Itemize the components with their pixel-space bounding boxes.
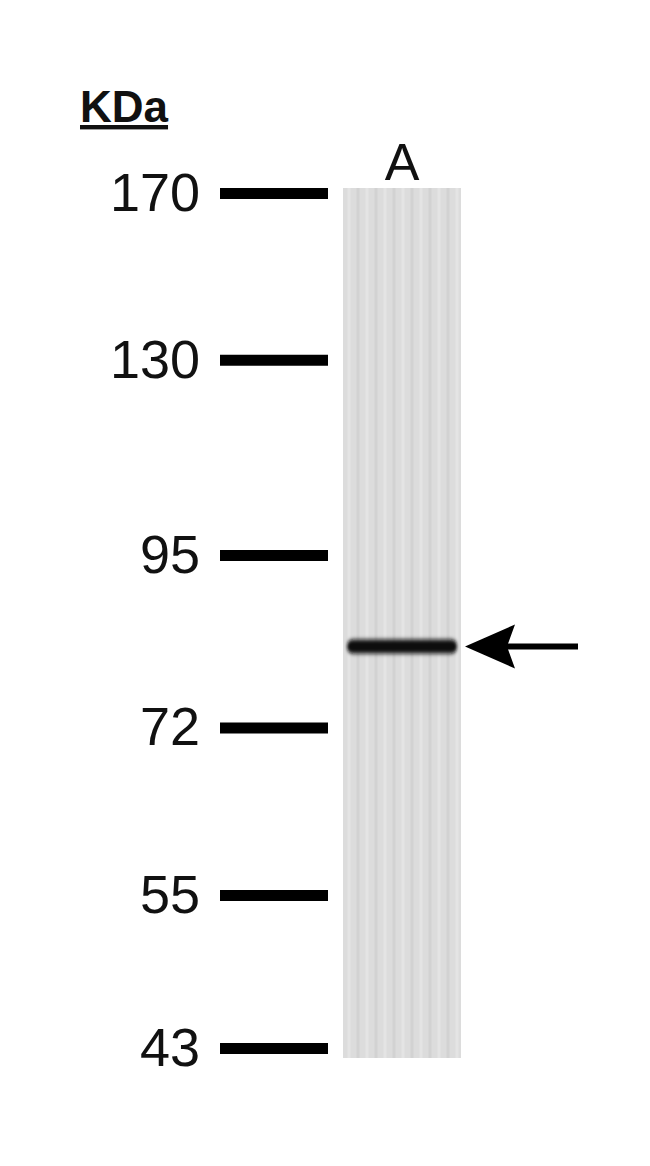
bands: [347, 639, 457, 653]
axis-line: [220, 194, 329, 1049]
tick-mark: [220, 355, 328, 366]
blot-figure: 170 130 95 72 55 43 KDa A: [0, 0, 650, 1166]
arrow: [465, 624, 578, 668]
tick-label: 95: [140, 524, 200, 584]
tick: 43: [140, 1017, 328, 1077]
tick-label: 170: [110, 162, 200, 222]
tick: 130: [110, 329, 328, 389]
tick-mark: [220, 550, 328, 561]
lane-streak: [384, 188, 387, 1058]
lane-streak: [402, 188, 405, 1058]
tick-mark: [220, 722, 328, 733]
tick: 95: [140, 524, 328, 584]
tick-label: 55: [140, 864, 200, 924]
lane-streak: [438, 188, 441, 1058]
lane-streak: [447, 188, 450, 1058]
tick: 72: [140, 696, 328, 756]
figure: 170 130 95 72 55 43 KDa A: [0, 0, 650, 1166]
lane-streak: [420, 188, 423, 1058]
band: [347, 639, 457, 653]
tick-mark: [220, 1043, 328, 1054]
tick: 55: [140, 864, 328, 924]
lane-streak: [375, 188, 378, 1058]
tick-mark: [220, 890, 328, 901]
lane-label: A: [385, 133, 420, 191]
marker-axis: 170 130 95 72 55 43: [110, 162, 329, 1077]
lane-streak: [429, 188, 432, 1058]
tick-label: 72: [140, 696, 200, 756]
arrow-shaft: [505, 643, 578, 649]
lane-streak: [456, 188, 459, 1058]
tick-label: 43: [140, 1017, 200, 1077]
tick-label: 130: [110, 329, 200, 389]
lane-background: [343, 188, 461, 1058]
lane-streak: [348, 188, 351, 1058]
lane-streak: [366, 188, 369, 1058]
axis-title: KDa: [80, 82, 169, 131]
lane-streak: [411, 188, 414, 1058]
arrow-head: [465, 624, 515, 668]
lane-streak: [357, 188, 360, 1058]
tick-mark: [220, 188, 328, 199]
lane-texture: [349, 188, 457, 1058]
tick: 170: [110, 162, 328, 222]
lane-streak: [393, 188, 396, 1058]
